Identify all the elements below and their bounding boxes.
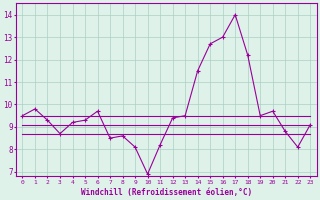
X-axis label: Windchill (Refroidissement éolien,°C): Windchill (Refroidissement éolien,°C) [81, 188, 252, 197]
